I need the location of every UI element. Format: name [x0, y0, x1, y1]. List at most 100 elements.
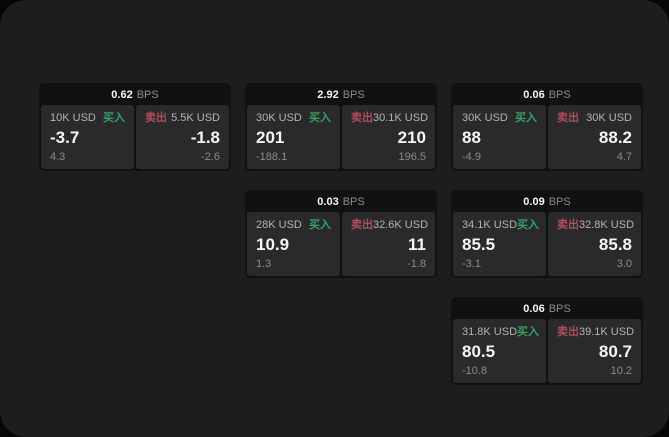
sell-panel-top-row: 卖出 39.1K USD	[557, 326, 635, 338]
bps-value: 0.09	[523, 196, 545, 208]
quote-panels: 28K USD 买入 10.9 1.3 卖出 32.6K USD 11 -1.8	[247, 212, 435, 276]
quote-card: 0.09 BPS 34.1K USD 买入 85.5 -3.1 卖出 32.8K…	[451, 190, 643, 278]
bps-unit: BPS	[342, 196, 365, 208]
sell-subvalue: -1.8	[407, 258, 426, 270]
buy-panel-top-row: 30K USD 买入	[462, 112, 537, 124]
sell-notional: 32.8K USD	[579, 219, 635, 231]
buy-panel[interactable]: 34.1K USD 买入 85.5 -3.1	[453, 212, 546, 276]
bps-value: 0.62	[111, 89, 133, 101]
sell-panel[interactable]: 卖出 30K USD 88.2 4.7	[548, 105, 641, 169]
buy-notional: 31.8K USD	[462, 326, 518, 338]
bps-unit: BPS	[136, 89, 159, 101]
sell-panel-top-row: 卖出 30K USD	[557, 112, 632, 124]
buy-price: 85.5	[462, 234, 496, 254]
bps-header: 0.03 BPS	[247, 192, 435, 212]
buy-label: 买入	[309, 112, 331, 124]
quote-card: 2.92 BPS 30K USD 买入 201 -188.1 卖出 30.1K …	[245, 83, 437, 171]
buy-panel[interactable]: 10K USD 买入 -3.7 4.3	[41, 105, 134, 169]
buy-panel-top-row: 30K USD 买入	[256, 112, 331, 124]
sell-panel[interactable]: 卖出 30.1K USD 210 196.5	[342, 105, 435, 169]
sell-notional: 32.6K USD	[373, 219, 429, 231]
buy-notional: 34.1K USD	[462, 219, 518, 231]
sell-panel-top-row: 卖出 5.5K USD	[145, 112, 220, 124]
quote-panels: 30K USD 买入 88 -4.9 卖出 30K USD 88.2 4.7	[453, 105, 641, 169]
buy-panel-top-row: 31.8K USD 买入	[462, 326, 540, 338]
buy-panel-top-row: 10K USD 买入	[50, 112, 125, 124]
bps-header: 0.09 BPS	[453, 192, 641, 212]
buy-price: 10.9	[256, 234, 290, 254]
buy-label: 买入	[517, 326, 540, 338]
sell-label: 卖出	[557, 112, 579, 124]
quote-panels: 34.1K USD 买入 85.5 -3.1 卖出 32.8K USD 85.8…	[453, 212, 641, 276]
sell-price: 85.8	[598, 234, 632, 254]
buy-price: 88	[462, 127, 481, 147]
quote-card: 0.03 BPS 28K USD 买入 10.9 1.3 卖出 32.6K US…	[245, 190, 437, 278]
buy-panel[interactable]: 30K USD 买入 88 -4.9	[453, 105, 546, 169]
buy-subvalue: 4.3	[50, 151, 66, 163]
bps-value: 0.03	[317, 196, 339, 208]
bps-unit: BPS	[342, 89, 365, 101]
sell-panel-top-row: 卖出 30.1K USD	[351, 112, 429, 124]
sell-subvalue: -2.6	[201, 151, 220, 163]
buy-panel-top-row: 28K USD 买入	[256, 219, 331, 231]
buy-price: 80.5	[462, 341, 496, 361]
bps-unit: BPS	[548, 89, 571, 101]
bps-value: 0.06	[523, 89, 545, 101]
bps-value: 0.06	[523, 303, 545, 315]
sell-label: 卖出	[351, 112, 373, 124]
sell-subvalue: 10.2	[610, 365, 632, 377]
sell-price: 210	[397, 127, 426, 147]
sell-price: -1.8	[190, 127, 220, 147]
quote-card: 0.62 BPS 10K USD 买入 -3.7 4.3 卖出 5.5K USD…	[39, 83, 231, 171]
sell-label: 卖出	[557, 326, 579, 338]
sell-notional: 30.1K USD	[373, 112, 429, 124]
sell-panel[interactable]: 卖出 32.8K USD 85.8 3.0	[548, 212, 641, 276]
sell-notional: 30K USD	[586, 112, 632, 124]
bps-value: 2.92	[317, 89, 339, 101]
buy-subvalue: -188.1	[256, 151, 288, 163]
sell-notional: 5.5K USD	[171, 112, 220, 124]
sell-subvalue: 4.7	[616, 151, 632, 163]
buy-panel-top-row: 34.1K USD 买入	[462, 219, 540, 231]
buy-label: 买入	[103, 112, 125, 124]
sell-panel-top-row: 卖出 32.8K USD	[557, 219, 635, 231]
buy-subvalue: 1.3	[256, 258, 272, 270]
buy-panel[interactable]: 31.8K USD 买入 80.5 -10.8	[453, 319, 546, 383]
buy-panel[interactable]: 28K USD 买入 10.9 1.3	[247, 212, 340, 276]
quote-cards-grid: 0.62 BPS 10K USD 买入 -3.7 4.3 卖出 5.5K USD…	[39, 83, 643, 385]
buy-notional: 28K USD	[256, 219, 302, 231]
quote-card: 0.06 BPS 31.8K USD 买入 80.5 -10.8 卖出 39.1…	[451, 297, 643, 385]
sell-label: 卖出	[145, 112, 167, 124]
buy-price: -3.7	[50, 127, 80, 147]
sell-price: 88.2	[598, 127, 632, 147]
quote-panels: 10K USD 买入 -3.7 4.3 卖出 5.5K USD -1.8 -2.…	[41, 105, 229, 169]
sell-label: 卖出	[351, 219, 373, 231]
bps-unit: BPS	[548, 196, 571, 208]
quote-card: 0.06 BPS 30K USD 买入 88 -4.9 卖出 30K USD 8…	[451, 83, 643, 171]
buy-label: 买入	[515, 112, 537, 124]
buy-panel[interactable]: 30K USD 买入 201 -188.1	[247, 105, 340, 169]
quote-panels: 31.8K USD 买入 80.5 -10.8 卖出 39.1K USD 80.…	[453, 319, 641, 383]
sell-notional: 39.1K USD	[579, 326, 635, 338]
sell-panel-top-row: 卖出 32.6K USD	[351, 219, 429, 231]
sell-panel[interactable]: 卖出 5.5K USD -1.8 -2.6	[136, 105, 229, 169]
buy-subvalue: -10.8	[462, 365, 488, 377]
sell-panel[interactable]: 卖出 39.1K USD 80.7 10.2	[548, 319, 641, 383]
bps-header: 0.62 BPS	[41, 85, 229, 105]
bps-header: 2.92 BPS	[247, 85, 435, 105]
buy-notional: 30K USD	[256, 112, 302, 124]
buy-subvalue: -4.9	[462, 151, 481, 163]
buy-label: 买入	[309, 219, 331, 231]
buy-notional: 30K USD	[462, 112, 508, 124]
bps-header: 0.06 BPS	[453, 299, 641, 319]
buy-subvalue: -3.1	[462, 258, 481, 270]
buy-price: 201	[256, 127, 285, 147]
bps-unit: BPS	[548, 303, 571, 315]
buy-notional: 10K USD	[50, 112, 96, 124]
sell-panel[interactable]: 卖出 32.6K USD 11 -1.8	[342, 212, 435, 276]
sell-price: 80.7	[598, 341, 632, 361]
buy-label: 买入	[517, 219, 540, 231]
sell-label: 卖出	[557, 219, 579, 231]
sell-subvalue: 196.5	[398, 151, 426, 163]
